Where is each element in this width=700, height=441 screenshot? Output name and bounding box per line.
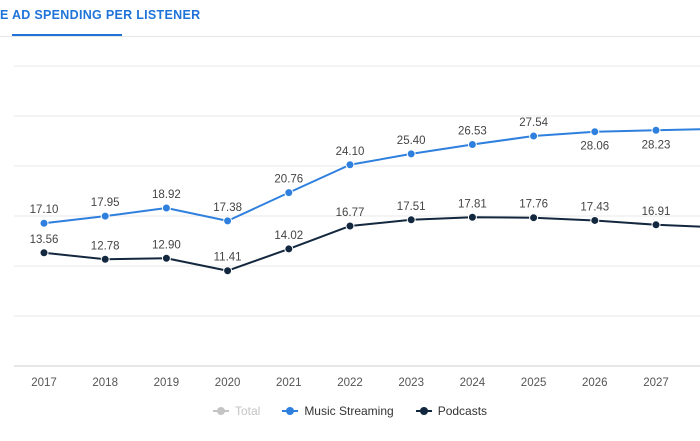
- chart-legend: Total Music Streaming Podcasts: [0, 404, 700, 418]
- data-label: 17.38: [213, 202, 242, 214]
- data-point: [590, 215, 600, 225]
- data-point: [345, 160, 355, 170]
- legend-marker-icon: [415, 406, 432, 416]
- active-tab-indicator: [12, 34, 122, 36]
- x-tick-label: 2020: [215, 377, 241, 389]
- tab-divider: [0, 36, 700, 37]
- data-point: [39, 248, 49, 258]
- data-label: 16.91: [642, 206, 671, 218]
- data-point: [161, 203, 171, 213]
- x-tick-label: 2024: [460, 377, 486, 389]
- data-label: 16.77: [336, 207, 365, 219]
- legend-marker-icon: [282, 406, 299, 416]
- legend-label-total: Total: [234, 404, 261, 418]
- x-tick-label: 2026: [582, 377, 608, 389]
- page-title: E AD SPENDING PER LISTENER: [0, 8, 201, 22]
- data-label: 17.43: [580, 201, 609, 213]
- data-point: [100, 211, 110, 221]
- data-label: 17.95: [91, 197, 120, 209]
- data-point: [100, 254, 110, 264]
- data-label: 17.51: [397, 201, 426, 213]
- data-point: [223, 266, 233, 276]
- data-label: 24.10: [336, 146, 365, 158]
- legend-item-music-streaming[interactable]: Music Streaming: [282, 404, 394, 418]
- x-tick-label: 2021: [276, 377, 302, 389]
- x-tick-label: 2019: [154, 377, 180, 389]
- data-label: 12.90: [152, 239, 181, 251]
- data-point: [529, 131, 539, 141]
- data-point: [284, 244, 294, 254]
- data-label: 13.56: [30, 234, 59, 246]
- data-point: [467, 139, 477, 149]
- data-label: 18.92: [152, 189, 181, 201]
- legend-label-music-streaming: Music Streaming: [304, 404, 394, 418]
- data-point: [406, 149, 416, 159]
- x-tick-label: 2022: [337, 377, 363, 389]
- data-label: 12.78: [91, 240, 120, 252]
- x-tick-label: 2023: [398, 377, 424, 389]
- data-point: [284, 188, 294, 198]
- data-label: 28.23: [642, 139, 671, 151]
- data-label: 11.41: [214, 252, 242, 264]
- data-point: [39, 218, 49, 228]
- x-tick-label: 2017: [31, 377, 57, 389]
- data-label: 27.54: [519, 117, 548, 129]
- data-point: [161, 253, 171, 263]
- data-point: [651, 220, 661, 230]
- data-label: 28.06: [580, 141, 609, 153]
- data-label: 25.40: [397, 135, 426, 147]
- data-label: 17.81: [458, 198, 487, 210]
- data-point: [406, 215, 416, 225]
- series-line-music-streaming: [43, 128, 700, 225]
- data-point: [651, 125, 661, 135]
- legend-marker-icon: [212, 406, 229, 416]
- legend-item-total[interactable]: Total: [212, 404, 261, 418]
- data-point: [590, 127, 600, 137]
- data-point: [223, 216, 233, 226]
- data-point: [467, 212, 477, 222]
- x-tick-label: 2018: [92, 377, 118, 389]
- x-tick-label: 2025: [521, 377, 547, 389]
- data-point: [529, 213, 539, 223]
- data-label: 17.76: [519, 199, 548, 211]
- series-line-podcasts: [43, 216, 700, 272]
- data-point: [345, 221, 355, 231]
- x-tick-label: 2027: [643, 377, 669, 389]
- data-label: 17.10: [30, 204, 59, 216]
- data-label: 14.02: [274, 230, 303, 242]
- legend-label-podcasts: Podcasts: [437, 404, 488, 418]
- legend-item-podcasts[interactable]: Podcasts: [415, 404, 488, 418]
- data-label: 26.53: [458, 125, 487, 137]
- data-label: 20.76: [274, 174, 303, 186]
